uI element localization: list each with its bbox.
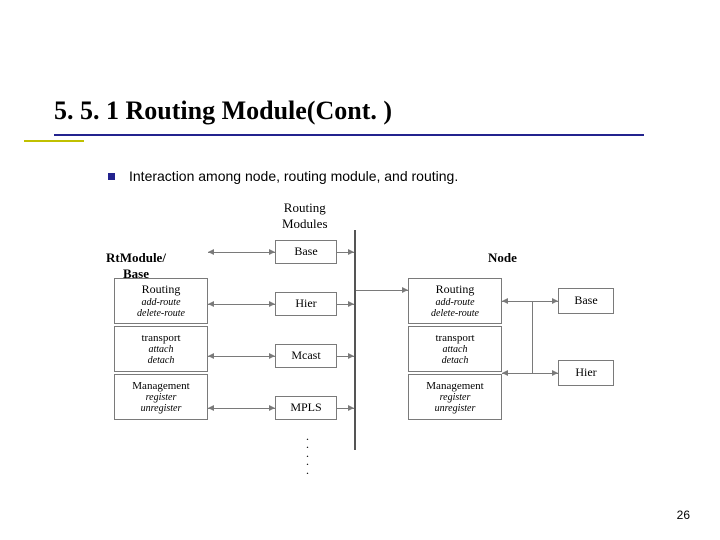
mid-mcast: Mcast — [275, 344, 337, 368]
conn-vline-node-top — [356, 290, 408, 291]
node-management-header: Management — [426, 380, 483, 392]
slide: 5. 5. 1 Routing Module(Cont. ) Interacti… — [0, 0, 720, 540]
mid-mpls-label: MPLS — [290, 401, 321, 414]
right-hier: Hier — [558, 360, 614, 386]
node-routing: Routingadd-routedelete-route — [408, 278, 502, 324]
arrow-node-right-r-0 — [552, 298, 558, 304]
diagram: RtModule/BaseRouting ModulesNodeRoutinga… — [100, 200, 620, 470]
title-underline-accent — [24, 140, 84, 142]
bullet-square-icon — [108, 173, 115, 180]
node-transport-line-0: attach — [443, 344, 468, 355]
mid-hier: Hier — [275, 292, 337, 316]
arrow-mid-left-3 — [208, 405, 214, 411]
arrow-mid-left-r-3 — [269, 405, 275, 411]
title-underline-main — [54, 134, 644, 136]
rt-routing: Routingadd-routedelete-route — [114, 278, 208, 324]
mid-base-label: Base — [294, 245, 317, 258]
mid-hier-label: Hier — [295, 297, 316, 310]
arrow-mid-left-r-1 — [269, 301, 275, 307]
rt-transport: transportattachdetach — [114, 326, 208, 372]
right-base-label: Base — [574, 294, 597, 307]
node-management-line-0: register — [440, 392, 471, 403]
bullet-row: Interaction among node, routing module, … — [108, 168, 458, 184]
arrow-node-right-l-1 — [502, 370, 508, 376]
diagram-center-line — [354, 230, 356, 450]
rt-transport-line-1: detach — [148, 355, 175, 366]
rt-management-line-1: unregister — [141, 403, 182, 414]
diagram-ellipsis: . . . . . — [306, 432, 309, 474]
rt-management-line-0: register — [146, 392, 177, 403]
slide-title: 5. 5. 1 Routing Module(Cont. ) — [54, 96, 392, 126]
rt-routing-header: Routing — [142, 283, 181, 296]
right-hier-label: Hier — [575, 366, 596, 379]
arrow-mid-left-0 — [208, 249, 214, 255]
label-routing-modules: Routing Modules — [282, 200, 328, 232]
conn-mid-left-2 — [208, 356, 275, 357]
arrow-node-right-r-1 — [552, 370, 558, 376]
node-routing-header: Routing — [436, 283, 475, 296]
arrow-mid-left-r-0 — [269, 249, 275, 255]
conn-mid-left-0 — [208, 252, 275, 253]
arrow-mid-vline-0 — [348, 249, 354, 255]
node-routing-line-0: add-route — [435, 297, 474, 308]
node-transport-line-1: detach — [442, 355, 469, 366]
arrow-mid-vline-1 — [348, 301, 354, 307]
node-management-line-1: unregister — [435, 403, 476, 414]
mid-base: Base — [275, 240, 337, 264]
rt-routing-line-1: delete-route — [137, 308, 185, 319]
page-number: 26 — [677, 508, 690, 522]
rt-transport-header: transport — [141, 332, 180, 344]
mid-mpls: MPLS — [275, 396, 337, 420]
conn-mid-left-1 — [208, 304, 275, 305]
label-node: Node — [488, 250, 517, 266]
node-management: Managementregisterunregister — [408, 374, 502, 420]
node-transport-header: transport — [435, 332, 474, 344]
node-transport: transportattachdetach — [408, 326, 502, 372]
rt-management: Managementregisterunregister — [114, 374, 208, 420]
bullet-text: Interaction among node, routing module, … — [129, 168, 458, 184]
arrow-mid-left-1 — [208, 301, 214, 307]
arrow-mid-vline-3 — [348, 405, 354, 411]
rt-transport-line-0: attach — [149, 344, 174, 355]
rt-management-header: Management — [132, 380, 189, 392]
arrow-vline-node-top — [402, 287, 408, 293]
node-routing-line-1: delete-route — [431, 308, 479, 319]
arrow-node-right-l-0 — [502, 298, 508, 304]
arrow-mid-vline-2 — [348, 353, 354, 359]
mid-mcast-label: Mcast — [291, 349, 320, 362]
rt-routing-line-0: add-route — [141, 297, 180, 308]
conn-mid-left-3 — [208, 408, 275, 409]
arrow-mid-left-2 — [208, 353, 214, 359]
right-base: Base — [558, 288, 614, 314]
arrow-mid-left-r-2 — [269, 353, 275, 359]
conn-right-bracket — [532, 301, 533, 373]
